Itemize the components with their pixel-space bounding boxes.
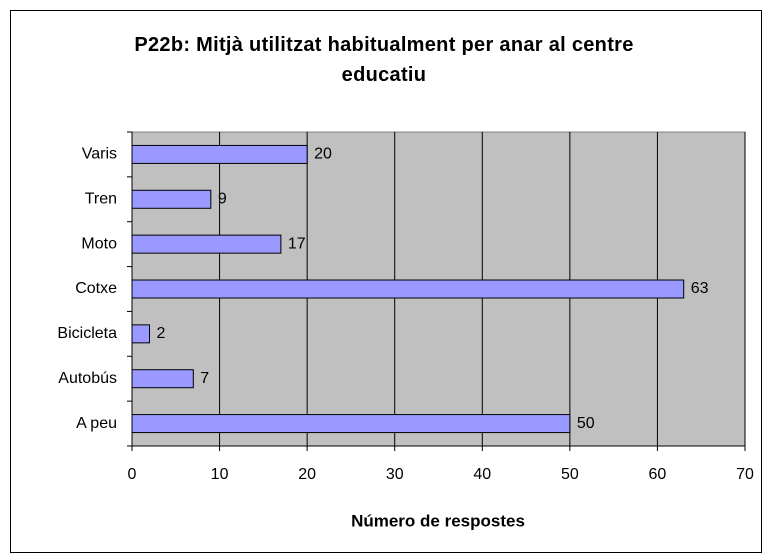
x-axis-label: Número de respostes bbox=[351, 511, 525, 530]
y-tick-label: A peu bbox=[76, 415, 117, 432]
x-tick-label: 10 bbox=[211, 466, 229, 483]
y-tick-label: Bicicleta bbox=[57, 325, 117, 342]
x-tick-label: 40 bbox=[473, 466, 491, 483]
y-tick-label: Varis bbox=[82, 146, 117, 163]
data-label: 50 bbox=[577, 415, 595, 432]
bar bbox=[131, 279, 685, 299]
data-label: 2 bbox=[157, 325, 166, 342]
bar bbox=[131, 189, 212, 209]
data-label: 63 bbox=[691, 280, 709, 297]
chart-title: P22b: Mitjà utilitzat habitualment per a… bbox=[134, 34, 634, 86]
data-label: 17 bbox=[288, 235, 306, 252]
x-tick-label: 30 bbox=[386, 466, 404, 483]
x-tick-label: 50 bbox=[561, 466, 579, 483]
x-tick-label: 60 bbox=[649, 466, 667, 483]
x-tick-label: 20 bbox=[298, 466, 316, 483]
bar bbox=[131, 414, 571, 434]
x-tick-label: 0 bbox=[128, 466, 137, 483]
x-tick-label: 70 bbox=[736, 466, 754, 483]
data-label: 20 bbox=[314, 146, 332, 163]
y-tick-label: Autobús bbox=[58, 370, 117, 387]
data-label: 9 bbox=[218, 191, 227, 208]
bar bbox=[131, 144, 308, 164]
y-tick-label: Cotxe bbox=[75, 280, 117, 297]
y-tick-label: Moto bbox=[81, 235, 117, 252]
data-label: 7 bbox=[200, 370, 209, 387]
bar bbox=[131, 324, 151, 344]
bar bbox=[131, 369, 194, 389]
bar bbox=[131, 234, 282, 254]
y-tick-label: Tren bbox=[85, 191, 117, 208]
